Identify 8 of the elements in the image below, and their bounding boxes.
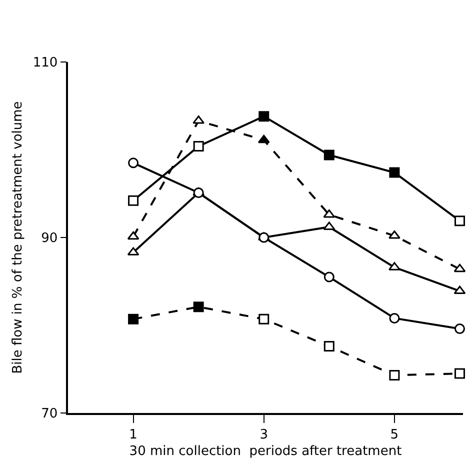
y-axis-title: Bile flow in % of the pretreatment volume <box>10 101 26 374</box>
x-tick-label: 3 <box>260 427 268 442</box>
y-tick-label: 70 <box>41 406 58 422</box>
x-axis-title: 30 min collection periods after treatment <box>129 444 402 459</box>
y-tick-label: 90 <box>41 231 58 246</box>
x-tick-label: 5 <box>390 427 399 442</box>
y-tick-label: 110 <box>32 56 58 71</box>
x-tick-label: 1 <box>129 427 138 442</box>
